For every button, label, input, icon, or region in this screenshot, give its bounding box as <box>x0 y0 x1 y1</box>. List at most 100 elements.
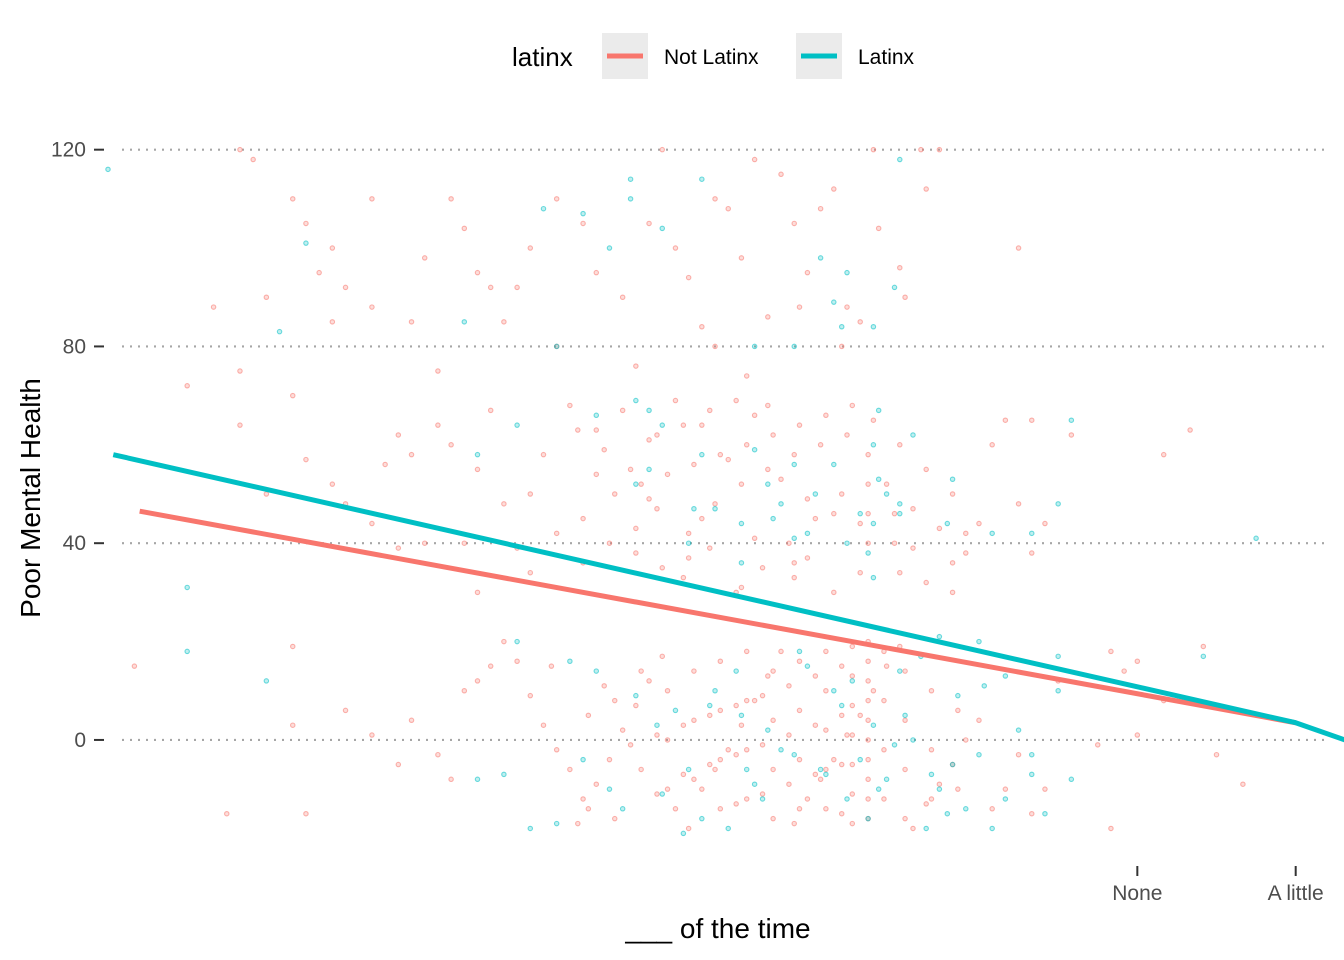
point-not-latinx <box>685 825 692 832</box>
point-latinx <box>646 466 652 473</box>
legend-title: latinx <box>512 42 573 72</box>
point-not-latinx <box>717 707 724 714</box>
point-not-latinx <box>865 737 871 743</box>
y-tick-label: 80 <box>63 335 86 358</box>
point-latinx <box>944 810 951 817</box>
point-not-latinx <box>382 461 388 468</box>
point-not-latinx <box>963 530 969 537</box>
point-not-latinx <box>290 196 296 202</box>
point-not-latinx <box>1121 668 1127 674</box>
point-not-latinx <box>421 255 428 261</box>
point-not-latinx <box>881 796 887 802</box>
point-not-latinx <box>654 732 660 738</box>
point-not-latinx <box>838 761 845 768</box>
point-not-latinx <box>743 747 750 753</box>
point-not-latinx <box>881 697 887 704</box>
point-not-latinx <box>823 727 829 733</box>
point-not-latinx <box>849 791 856 797</box>
point-not-latinx <box>593 471 600 478</box>
point-not-latinx <box>1015 751 1022 758</box>
point-not-latinx <box>733 801 739 807</box>
point-latinx <box>1002 673 1009 679</box>
point-not-latinx <box>580 796 586 802</box>
point-not-latinx <box>1042 786 1048 792</box>
point-not-latinx <box>250 156 256 163</box>
point-not-latinx <box>131 663 138 669</box>
point-not-latinx <box>865 776 871 783</box>
point-latinx <box>989 530 995 537</box>
point-not-latinx <box>928 747 935 753</box>
point-not-latinx <box>717 658 724 664</box>
point-not-latinx <box>743 648 750 655</box>
point-not-latinx <box>759 791 766 797</box>
point-latinx <box>928 771 935 778</box>
point-not-latinx <box>838 491 845 497</box>
point-not-latinx <box>342 284 349 291</box>
point-latinx <box>1200 653 1207 660</box>
y-tick-label: 120 <box>51 139 86 162</box>
point-not-latinx <box>685 274 692 281</box>
point-not-latinx <box>659 565 666 571</box>
point-latinx <box>838 324 845 330</box>
point-not-latinx <box>527 569 534 576</box>
point-not-latinx <box>699 422 705 428</box>
point-not-latinx <box>659 146 666 153</box>
point-not-latinx <box>585 712 592 719</box>
point-latinx <box>857 510 863 517</box>
point-not-latinx <box>838 810 845 817</box>
point-not-latinx <box>936 781 943 787</box>
point-latinx <box>751 781 758 787</box>
point-not-latinx <box>865 796 871 802</box>
point-not-latinx <box>593 427 600 433</box>
point-not-latinx <box>976 717 982 724</box>
point-not-latinx <box>369 304 375 310</box>
point-not-latinx <box>487 284 494 291</box>
point-not-latinx <box>664 688 671 694</box>
point-latinx <box>910 737 916 743</box>
point-not-latinx <box>812 515 819 522</box>
point-not-latinx <box>875 225 882 232</box>
point-not-latinx <box>601 446 607 453</box>
point-not-latinx <box>791 451 797 458</box>
point-not-latinx <box>237 368 243 374</box>
point-latinx <box>857 756 863 763</box>
point-latinx <box>659 422 666 428</box>
point-not-latinx <box>408 451 415 458</box>
point-latinx <box>633 481 639 487</box>
point-not-latinx <box>823 766 829 773</box>
point-not-latinx <box>672 397 679 404</box>
point-not-latinx <box>527 245 534 251</box>
point-not-latinx <box>796 304 803 310</box>
point-latinx <box>553 820 560 827</box>
point-not-latinx <box>910 506 916 512</box>
legend: latinx Not Latinx Latinx <box>512 33 915 79</box>
point-not-latinx <box>699 786 705 792</box>
point-not-latinx <box>680 574 687 581</box>
point-not-latinx <box>804 796 811 802</box>
point-not-latinx <box>1108 825 1114 832</box>
point-not-latinx <box>791 560 797 566</box>
point-latinx <box>680 830 687 837</box>
point-not-latinx <box>923 186 929 192</box>
point-not-latinx <box>823 412 829 419</box>
x-tick-label: A little <box>1268 882 1324 905</box>
point-not-latinx <box>395 761 402 768</box>
point-not-latinx <box>685 530 692 537</box>
point-not-latinx <box>883 481 890 487</box>
point-latinx <box>540 205 547 212</box>
point-not-latinx <box>611 815 618 822</box>
point-not-latinx <box>743 697 750 704</box>
point-not-latinx <box>949 560 956 566</box>
point-latinx <box>699 815 705 822</box>
point-not-latinx <box>540 722 547 728</box>
point-not-latinx <box>1042 520 1048 527</box>
point-latinx <box>870 324 877 330</box>
point-not-latinx <box>329 481 336 487</box>
point-not-latinx <box>553 196 560 202</box>
x-axis-title: ___ of the time <box>624 913 810 944</box>
point-not-latinx <box>1134 732 1141 738</box>
point-not-latinx <box>881 747 887 753</box>
point-not-latinx <box>796 707 803 714</box>
point-not-latinx <box>548 663 555 669</box>
